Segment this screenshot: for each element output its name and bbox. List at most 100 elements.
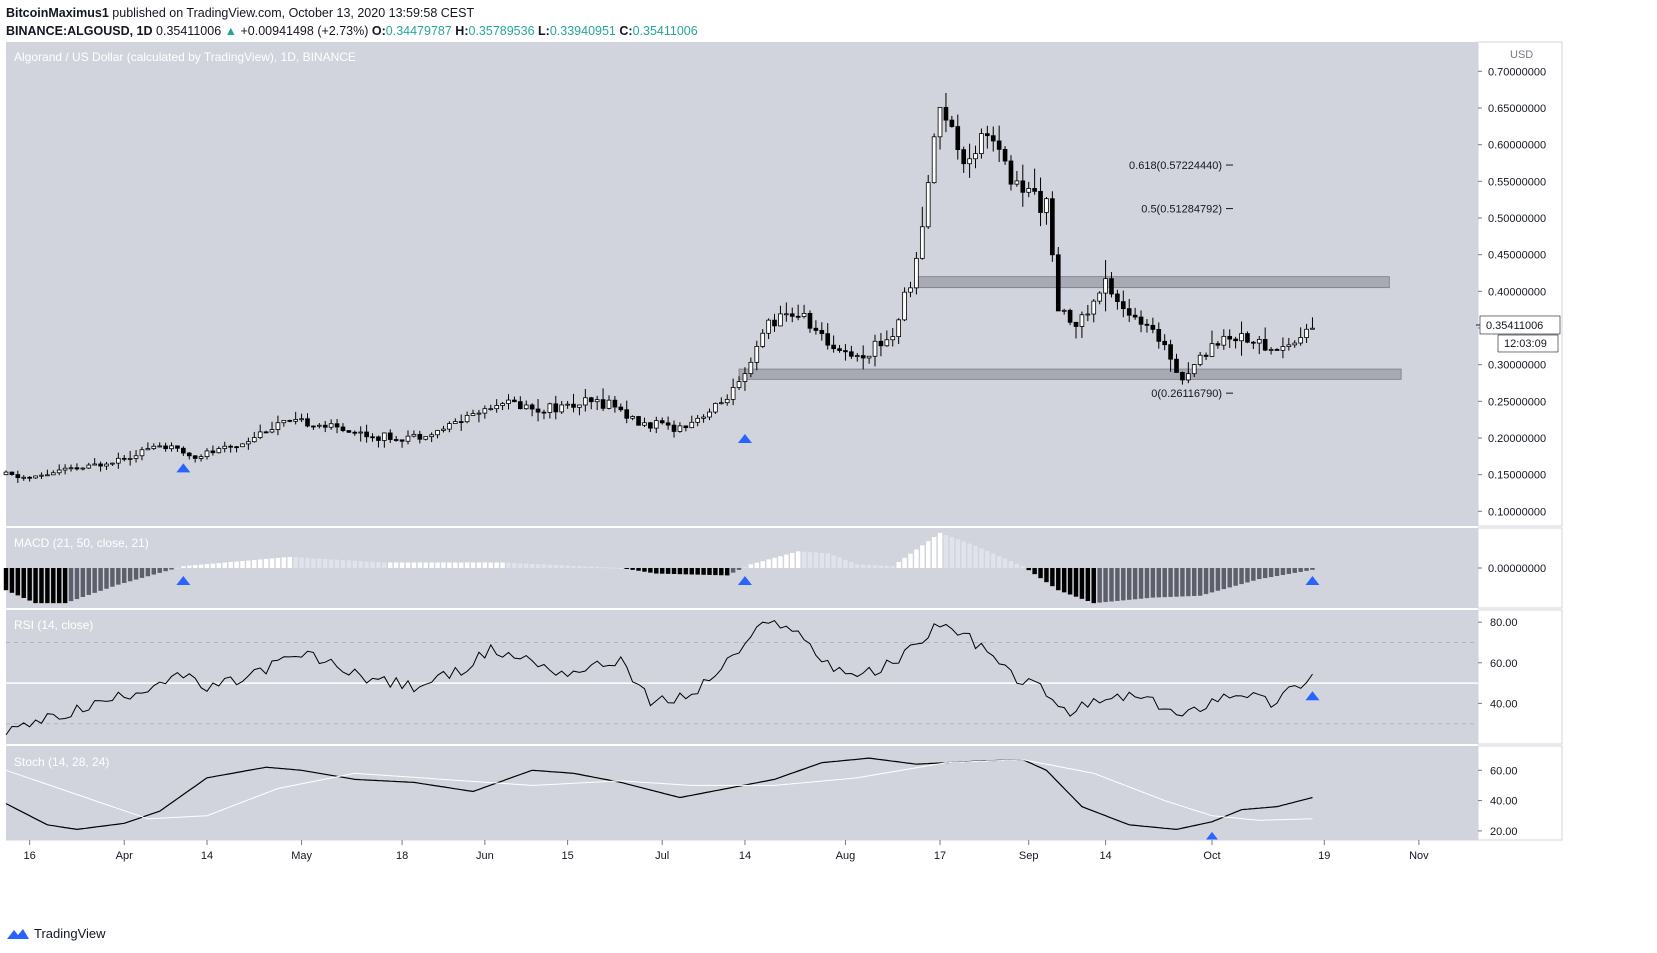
candle-body <box>707 411 712 418</box>
candle <box>1274 348 1280 351</box>
macd-histogram-bar <box>9 568 15 593</box>
macd-histogram-bar <box>1292 568 1297 573</box>
macd-histogram-bar <box>541 564 547 568</box>
macd-histogram-bar <box>665 568 671 574</box>
macd-histogram-bar <box>1298 568 1303 572</box>
macd-histogram-bar <box>399 562 405 568</box>
macd-histogram-bar <box>1156 568 1161 598</box>
candle-body <box>689 421 695 429</box>
macd-histogram-bar <box>559 565 564 568</box>
candle <box>417 430 423 444</box>
candle-body <box>1191 364 1197 375</box>
macd-histogram-bar <box>565 565 570 568</box>
candle-body <box>240 443 245 448</box>
candle-body <box>322 424 328 428</box>
stoch-d-line <box>5 759 1313 821</box>
candle <box>228 444 233 453</box>
macd-histogram-bar <box>1174 568 1179 597</box>
candle <box>387 429 393 444</box>
candle <box>1079 311 1085 338</box>
candle-body <box>470 413 476 416</box>
candle <box>1014 170 1020 187</box>
macd-histogram-bar <box>724 568 730 576</box>
candle <box>795 304 801 321</box>
pane-rsi <box>6 610 1478 744</box>
time-tick-label: 14 <box>739 850 751 862</box>
candle <box>62 464 68 475</box>
price-tick-label: 0.40000000 <box>1488 286 1546 298</box>
price-tick-label: 0.15000000 <box>1488 470 1546 482</box>
macd-histogram-bar <box>210 563 216 568</box>
macd-histogram-bar <box>464 562 470 568</box>
candle <box>1115 289 1120 310</box>
candle-body <box>1091 300 1097 315</box>
candle-body <box>299 418 304 421</box>
candle-body <box>1115 293 1120 303</box>
candle <box>789 307 795 323</box>
rsi-tick-label: 40.00 <box>1490 698 1518 710</box>
macd-histogram-bar <box>1002 558 1008 568</box>
candle-body <box>1050 198 1055 256</box>
price-tick-label: 0.50000000 <box>1488 213 1546 225</box>
macd-histogram-bar <box>240 561 245 568</box>
candle-body <box>1162 340 1168 346</box>
candle <box>588 396 594 410</box>
macd-histogram-bar <box>181 566 186 568</box>
macd-histogram-bar <box>187 565 192 568</box>
candle <box>116 452 121 469</box>
candle <box>896 318 901 345</box>
change-arrow-icon: ▲ <box>224 24 238 38</box>
macd-histogram-bar <box>624 568 629 569</box>
stoch-tick-label: 20.00 <box>1490 826 1518 838</box>
candle-body <box>884 339 890 347</box>
candle <box>458 414 464 431</box>
candle-body <box>387 432 393 440</box>
candle-body <box>1268 349 1274 351</box>
candle-body <box>287 420 293 422</box>
candle <box>257 424 263 440</box>
candle-body <box>748 361 754 375</box>
candle <box>246 437 251 450</box>
macd-histogram-bar <box>56 568 62 604</box>
candle-body <box>1256 338 1262 344</box>
candle-body <box>624 409 630 419</box>
candle-body <box>358 431 364 434</box>
candle <box>316 422 322 429</box>
candle <box>902 287 907 322</box>
candle <box>322 420 328 433</box>
candle-body <box>772 319 777 327</box>
candle-body <box>121 457 127 460</box>
candle-body <box>181 447 186 454</box>
candle-body <box>3 471 9 476</box>
macd-histogram-bar <box>51 568 56 604</box>
macd-histogram-bar <box>547 564 553 568</box>
candle-body <box>801 313 807 317</box>
candle-body <box>937 106 943 138</box>
candle-body <box>68 467 74 470</box>
macd-histogram-bar <box>754 562 760 568</box>
macd-histogram-bar <box>801 551 807 568</box>
buy-signal-marker <box>737 434 752 443</box>
candle <box>464 411 470 424</box>
price-axis-unit: USD <box>1510 49 1533 61</box>
candle-body <box>316 424 322 427</box>
candle <box>695 414 700 427</box>
candle-body <box>665 422 671 426</box>
author-name[interactable]: BitcoinMaximus1 <box>6 6 109 20</box>
macd-histogram-bar <box>671 568 677 575</box>
macd-histogram-bar <box>1056 568 1061 591</box>
macd-histogram-bar <box>571 565 576 568</box>
macd-histogram-bar <box>819 552 825 568</box>
candle <box>996 125 1002 163</box>
candle-body <box>1209 343 1215 357</box>
macd-histogram-bar <box>790 552 795 568</box>
macd-histogram-bar <box>470 562 476 568</box>
candle <box>482 405 488 419</box>
candle-body <box>476 412 482 415</box>
macd-histogram-bar <box>736 568 742 570</box>
candle <box>163 442 168 452</box>
macd-histogram-bar <box>1162 568 1167 598</box>
candle <box>825 323 831 350</box>
candle-body <box>890 336 896 341</box>
